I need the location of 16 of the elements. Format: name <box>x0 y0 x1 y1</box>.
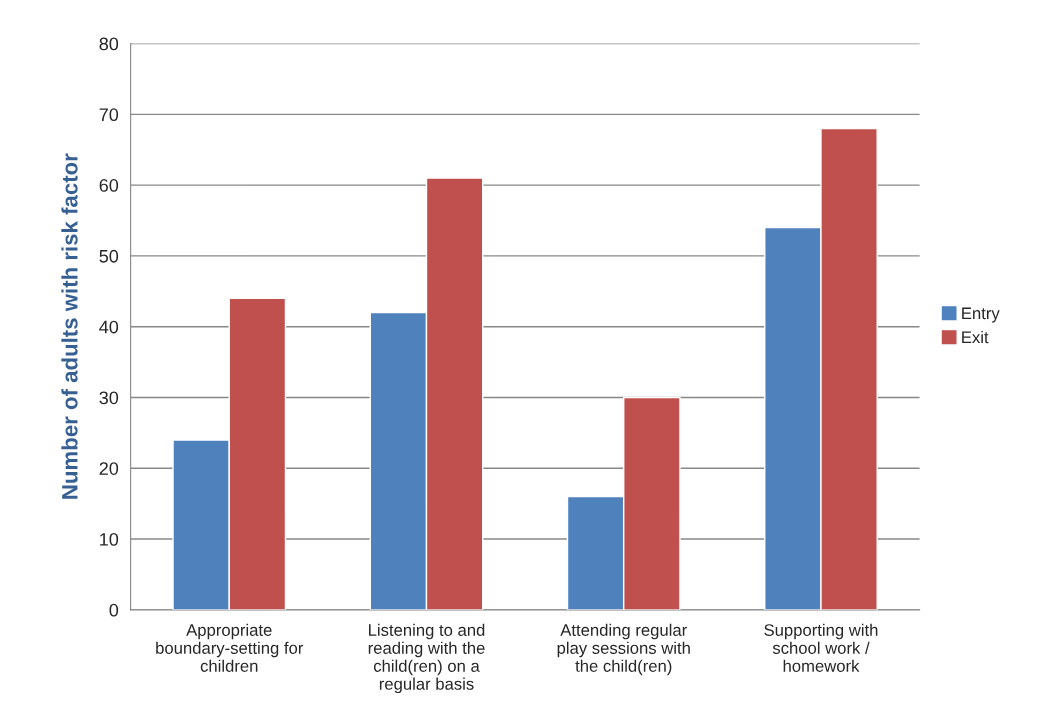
y-tick-label: 0 <box>109 603 119 617</box>
x-tick-label: Appropriate boundary-setting for children <box>156 623 304 672</box>
y-tick-label: 10 <box>100 532 119 546</box>
y-tick-label: 50 <box>99 249 119 263</box>
legend-label: Exit <box>962 330 989 344</box>
y-tick-label: 60 <box>99 179 119 192</box>
legend-label: Entry <box>962 307 1000 323</box>
y-tick-label: 80 <box>99 37 119 51</box>
y-tick-label: 70 <box>99 108 119 122</box>
y-axis-title: Number of adults with risk factor <box>61 153 78 499</box>
y-tick-label: 40 <box>99 320 119 334</box>
y-tick-label: 30 <box>99 391 119 405</box>
x-tick-label: Listening to and reading with the child(ren) on a regular basis <box>368 623 485 694</box>
x-tick-label: Supporting with school work / homework <box>764 623 878 672</box>
y-tick-label: 20 <box>99 462 119 475</box>
x-tick-label: Attending regular play sessions with the child(ren) <box>557 623 690 676</box>
